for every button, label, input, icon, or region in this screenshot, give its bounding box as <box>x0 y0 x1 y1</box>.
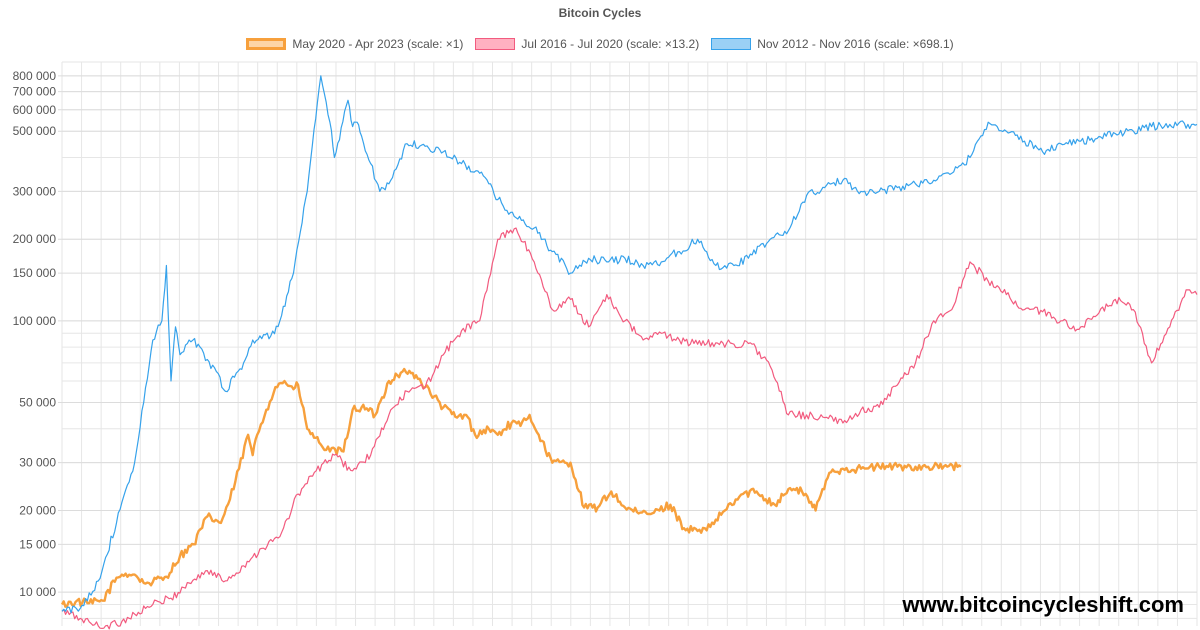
legend-item-2016[interactable]: Jul 2016 - Jul 2020 (scale: ×13.2) <box>475 37 699 51</box>
legend-swatch-2012 <box>711 38 752 50</box>
series-line-0 <box>60 367 962 608</box>
y-tick-label: 200 000 <box>13 232 57 246</box>
legend-swatch-2016 <box>475 38 516 50</box>
chart-legend: May 2020 - Apr 2023 (scale: ×1) Jul 2016… <box>0 37 1200 51</box>
y-tick-label: 150 000 <box>13 266 57 280</box>
website-watermark: www.bitcoincycleshift.com <box>902 592 1184 617</box>
y-tick-label: 20 000 <box>19 503 56 517</box>
series-line-1 <box>61 227 1198 630</box>
legend-label-2016: Jul 2016 - Jul 2020 (scale: ×13.2) <box>521 37 700 51</box>
y-tick-label: 10 000 <box>19 585 56 599</box>
y-tick-label: 600 000 <box>13 103 57 117</box>
legend-item-2012[interactable]: Nov 2012 - Nov 2016 (scale: ×698.1) <box>711 37 954 51</box>
y-tick-label: 30 000 <box>19 456 56 470</box>
y-tick-label: 700 000 <box>13 85 57 99</box>
y-tick-label: 15 000 <box>19 537 56 551</box>
series-lines <box>60 75 1198 630</box>
series-line-2 <box>61 75 1198 614</box>
legend-label-2020: May 2020 - Apr 2023 (scale: ×1) <box>292 37 464 51</box>
legend-label-2012: Nov 2012 - Nov 2016 (scale: ×698.1) <box>757 37 954 51</box>
y-axis: 10 000 15 000 20 000 30 000 50 000 100 000 150… <box>13 69 57 599</box>
y-tick-label: 300 000 <box>13 184 57 198</box>
chart-title: Bitcoin Cycles <box>558 6 642 20</box>
legend-swatch-2020 <box>246 38 287 50</box>
grid <box>58 61 1198 626</box>
legend-item-2020[interactable]: May 2020 - Apr 2023 (scale: ×1) <box>246 37 463 51</box>
y-tick-label: 500 000 <box>13 124 57 138</box>
y-tick-label: 50 000 <box>19 396 56 410</box>
y-tick-label: 800 000 <box>13 69 57 83</box>
y-tick-label: 100 000 <box>13 314 57 328</box>
